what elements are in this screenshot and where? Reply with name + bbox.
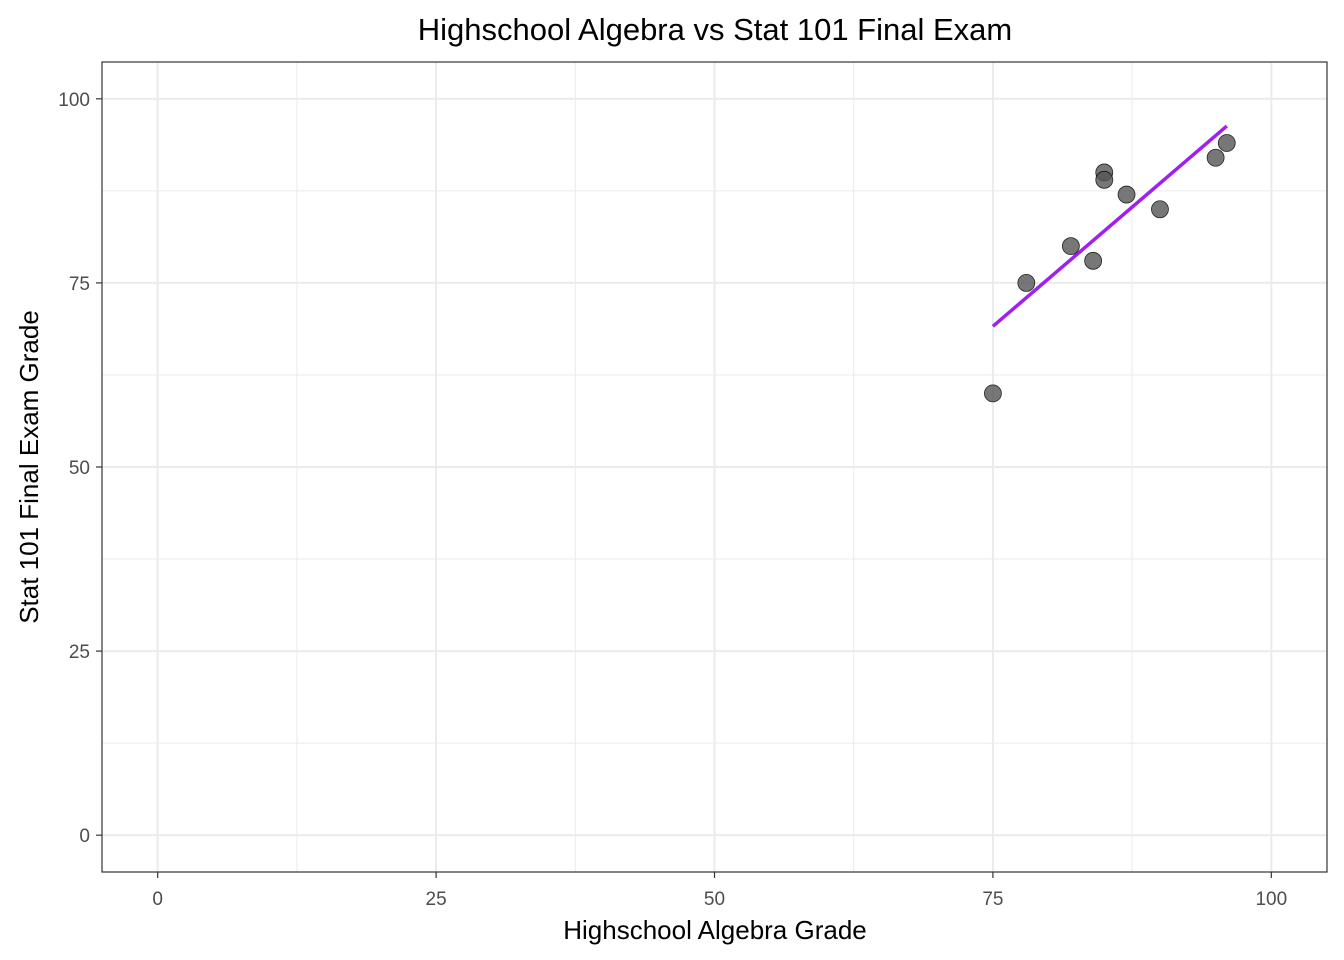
data-point [1217,134,1236,152]
axis-layer: 0 25 50 75 100 0 25 50 75 100 [58,90,1287,910]
points-layer [984,134,1236,403]
y-tick-label: 0 [79,826,90,847]
data-point [1061,237,1080,255]
x-tick-label: 50 [704,889,725,910]
data-point [1151,200,1169,219]
x-tick-label: 75 [982,889,1003,910]
fit-line-layer [991,124,1228,328]
data-point [1017,274,1036,292]
y-axis-title: Stat 101 Final Exam Grade [14,310,44,624]
data-point [1095,170,1114,189]
grid-layer [102,62,1327,872]
y-tick-label: 50 [69,458,90,479]
data-point [1117,185,1136,204]
y-tick-label: 75 [69,274,90,295]
x-tick-label: 25 [426,889,447,910]
x-tick-label: 100 [1255,889,1287,910]
data-point [1206,148,1225,167]
y-tick-label: 100 [58,90,90,111]
x-tick-label: 0 [152,889,163,910]
chart-title: Highschool Algebra vs Stat 101 Final Exa… [418,12,1012,47]
data-point [1084,251,1103,270]
x-axis-title: Highschool Algebra Grade [563,915,867,945]
regression-line [991,124,1228,328]
data-point [984,384,1002,403]
y-tick-label: 25 [69,642,90,663]
